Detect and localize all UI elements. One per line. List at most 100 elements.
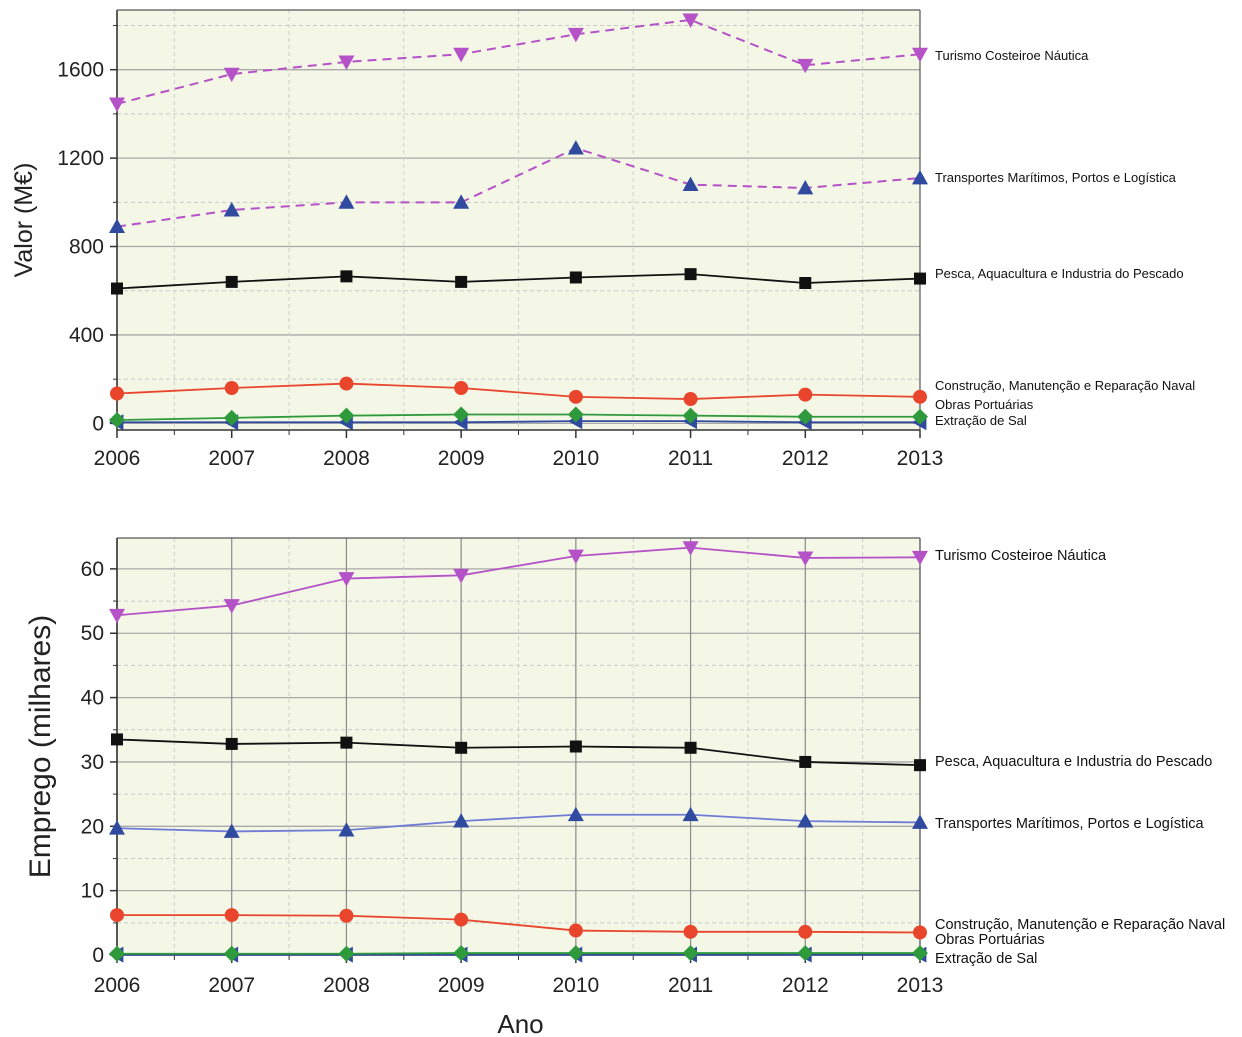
data-point <box>567 140 584 155</box>
x-tick-label: 2008 <box>323 974 370 997</box>
data-point <box>683 924 698 939</box>
data-point <box>912 408 928 425</box>
x-tick-label: 2012 <box>782 974 829 997</box>
legend-entry: Extração de Sal <box>935 951 1037 967</box>
data-point <box>223 202 240 217</box>
x-tick-label: 2012 <box>782 447 829 470</box>
legend-entry: Transportes Marítimos, Portos e Logístic… <box>935 170 1177 185</box>
data-point <box>338 822 355 837</box>
data-point <box>913 389 927 404</box>
data-point <box>111 733 123 746</box>
data-point <box>338 572 355 587</box>
y-tick-label: 50 <box>81 622 104 645</box>
data-point <box>568 389 583 404</box>
series-obras-portuarias <box>109 406 928 429</box>
y-tick-label: 30 <box>81 751 104 774</box>
data-point <box>912 170 928 185</box>
data-point <box>912 47 928 63</box>
legend-entry: Turismo Costeiroe Náutica <box>935 48 1089 63</box>
data-point <box>109 412 125 429</box>
data-point <box>338 194 355 209</box>
data-point <box>568 923 583 938</box>
x-tick-label: 2013 <box>897 974 944 997</box>
data-point <box>109 97 125 112</box>
data-point <box>799 277 812 289</box>
series-obras-portuarias <box>109 945 928 962</box>
data-point <box>682 945 699 962</box>
legend-entry: Turismo Costeiroe Náutica <box>935 548 1107 564</box>
x-tick-label: 2006 <box>94 447 141 470</box>
y-tick-label: 800 <box>69 236 104 259</box>
series-transportes-maritimos-portos-e-logistica <box>109 140 928 234</box>
y-tick-label: 20 <box>81 815 104 838</box>
data-point <box>453 813 470 828</box>
data-point <box>224 908 239 923</box>
series-line <box>116 413 920 421</box>
y-tick-label: 60 <box>81 558 104 581</box>
data-point <box>797 58 814 74</box>
data-point <box>110 908 124 923</box>
x-tick-label: 2009 <box>438 447 485 470</box>
legend-entry: Construção, Manutenção e Reparação Naval <box>935 378 1195 393</box>
data-point <box>567 806 584 822</box>
series-line <box>116 546 921 617</box>
series-line <box>117 914 921 934</box>
data-point <box>455 275 468 288</box>
data-point <box>223 599 240 614</box>
series-construcao-manutencao-e-reparacao-naval <box>110 908 927 940</box>
data-point <box>567 406 584 423</box>
data-point <box>340 270 353 283</box>
data-point <box>682 176 699 192</box>
x-tick-label: 2011 <box>668 974 713 997</box>
y-axis-label: Emprego (milhares) <box>24 615 57 878</box>
data-point <box>223 823 240 838</box>
data-point <box>223 67 240 83</box>
data-point <box>339 376 354 391</box>
data-point <box>223 945 240 962</box>
series-line <box>116 273 921 290</box>
data-point <box>914 759 926 772</box>
series-pesca-aquacultura-e-industria-do-pescado <box>111 268 926 295</box>
data-point <box>338 407 355 424</box>
legend-entry: Extração de Sal <box>935 413 1027 428</box>
data-point <box>569 740 582 753</box>
series-line <box>116 813 921 833</box>
data-point <box>912 945 928 962</box>
data-point <box>454 381 469 395</box>
data-point <box>453 568 470 584</box>
data-point <box>453 406 470 423</box>
x-axis-label: Ano <box>497 1009 543 1037</box>
y-axis-label: Valor (M€) <box>10 163 38 278</box>
data-point <box>682 806 699 822</box>
x-tick-label: 2010 <box>552 447 599 470</box>
legend-entry: Obras Portuárias <box>935 932 1045 948</box>
y-tick-label: 0 <box>92 944 104 967</box>
series-line <box>117 420 920 424</box>
x-tick-label: 2007 <box>208 447 255 470</box>
y-tick-label: 10 <box>81 880 104 903</box>
legend-entry: Pesca, Aquacultura e Industria do Pescad… <box>935 754 1212 770</box>
series-pesca-aquacultura-e-industria-do-pescado <box>111 733 926 772</box>
data-point <box>797 179 814 195</box>
x-tick-label: 2007 <box>208 974 255 997</box>
data-point <box>454 912 469 927</box>
data-point <box>225 737 238 750</box>
data-point <box>682 13 699 28</box>
series-turismo-costeiroe-nautica <box>109 13 928 112</box>
data-point <box>111 282 123 295</box>
data-point <box>682 407 699 424</box>
data-point <box>569 271 582 284</box>
data-point <box>110 386 124 401</box>
series-transportes-maritimos-portos-e-logistica <box>109 806 928 838</box>
y-tick-label: 1600 <box>57 59 104 82</box>
data-point <box>340 736 353 749</box>
data-point <box>799 755 812 768</box>
x-tick-label: 2011 <box>668 447 713 470</box>
data-point <box>912 814 928 829</box>
y-tick-label: 0 <box>92 412 104 435</box>
y-tick-label: 1200 <box>57 147 104 170</box>
data-point <box>453 47 470 63</box>
data-point <box>797 813 814 828</box>
data-point <box>223 409 240 426</box>
